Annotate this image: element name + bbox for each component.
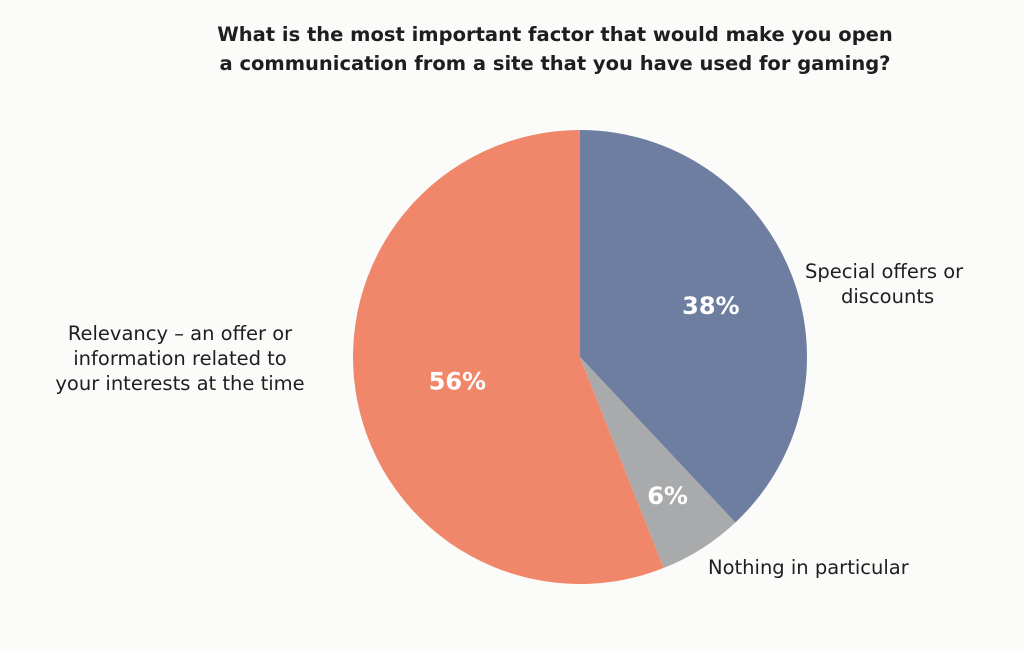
pie-slice (580, 130, 807, 523)
slice-value-label: 56% (429, 367, 486, 395)
pie-slice (352, 130, 664, 584)
chart-title: What is the most important factor that w… (160, 20, 950, 78)
chart-title-line: a communication from a site that you hav… (219, 52, 891, 75)
label-relevancy: Relevancy – an offer or information rela… (30, 321, 330, 396)
label-line: Nothing in particular (708, 556, 909, 579)
pie-slice (580, 357, 736, 569)
label-line: Relevancy – an offer or (67, 322, 293, 345)
slice-value-label: 6% (647, 482, 688, 510)
label-line: information related to (73, 347, 287, 370)
label-special-offers: Special offers or discounts (805, 259, 963, 309)
label-line: discounts (841, 285, 935, 308)
label-line: your interests at the time (55, 372, 305, 395)
label-nothing: Nothing in particular (708, 555, 909, 580)
chart-title-line: What is the most important factor that w… (217, 23, 893, 46)
label-line: Special offers or (805, 260, 964, 283)
slice-value-label: 38% (682, 292, 739, 320)
